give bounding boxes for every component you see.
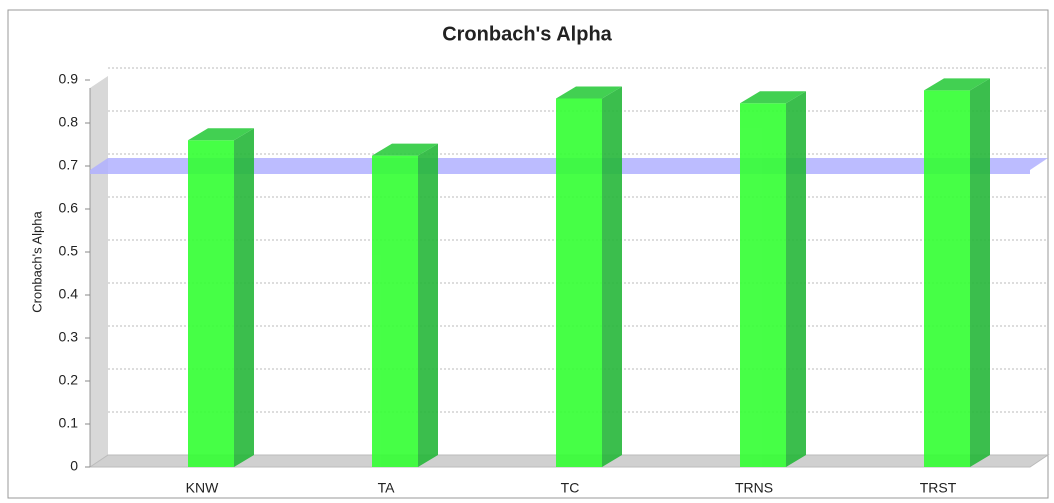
bar-side [602,86,622,468]
y-tick-label: 0.8 [59,114,79,130]
bar [924,78,990,467]
y-tick-label: 0.3 [59,329,79,345]
bar-side [970,78,990,467]
y-tick-label: 0.4 [59,286,79,302]
y-tick-label: 0.5 [59,243,79,259]
y-axis-label: Cronbach's Alpha [29,210,44,312]
bar [188,128,254,467]
bar-front [372,155,418,467]
bar-side [418,143,438,467]
bar-front [188,140,234,467]
bar [372,143,438,467]
bar [740,91,806,467]
chart-title: Cronbach's Alpha [442,23,612,45]
bar-front [740,103,786,467]
bar-top [372,143,438,156]
bar-top [556,86,622,99]
x-tick-label: TA [378,480,396,496]
bar-top [188,128,254,141]
bar-top [740,91,806,104]
bar-side [786,91,806,467]
bar-top [924,78,990,91]
chart-frame [7,9,1049,499]
x-tick-label: KNW [186,480,219,496]
bar-front [924,90,970,467]
x-tick-label: TC [561,480,580,496]
y-tick-label: 0.6 [59,200,79,216]
bar-side [234,128,254,467]
y-tick-label: 0 [70,458,78,474]
left-wall [90,76,108,467]
y-tick-label: 0.1 [59,415,79,431]
x-tick-label: TRNS [735,480,773,496]
y-tick-label: 0.7 [59,157,79,173]
bar-front [556,98,602,468]
bar [556,86,622,468]
y-tick-label: 0.9 [59,71,79,87]
y-tick-label: 0.2 [59,372,79,388]
x-tick-label: TRST [920,480,957,496]
